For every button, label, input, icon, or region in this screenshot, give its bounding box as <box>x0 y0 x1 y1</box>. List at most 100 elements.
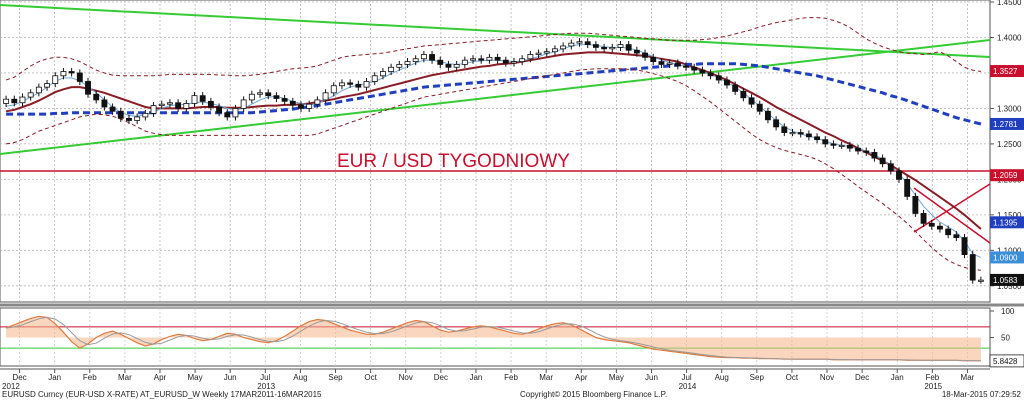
candle-body <box>429 54 436 61</box>
candle-body <box>289 100 296 106</box>
candle-body <box>650 56 657 63</box>
oscillator-value-box <box>989 354 1024 368</box>
candle-body <box>478 58 485 61</box>
candle-body <box>3 98 10 104</box>
candle-body <box>281 98 288 102</box>
candle-body <box>551 48 558 53</box>
oscillator-area <box>6 316 981 361</box>
candle-body <box>388 66 395 72</box>
candle-body <box>216 106 223 114</box>
candle-body <box>35 86 42 94</box>
candle-body <box>265 92 272 97</box>
price-tick-label: 1.4000 <box>997 33 1022 42</box>
month-label: Feb <box>925 373 939 382</box>
candle-body <box>445 64 452 68</box>
candle-body <box>945 228 952 236</box>
candle-body <box>724 79 730 86</box>
candle-body <box>273 95 280 99</box>
month-label: Aug <box>293 373 307 382</box>
candle-body <box>461 59 468 65</box>
candle-body <box>904 178 911 197</box>
candle-body <box>683 65 689 68</box>
candle-body <box>126 117 132 121</box>
price-value-box-label: 1.3527 <box>993 67 1018 76</box>
candle-body <box>502 59 509 64</box>
overlay-series-line <box>6 68 981 271</box>
month-label: Nov <box>399 373 413 382</box>
month-label: Jun <box>645 373 658 382</box>
candle-body <box>879 157 886 165</box>
price-value-box <box>990 251 1024 264</box>
month-label: Dec <box>434 373 448 382</box>
candle-body <box>969 254 976 281</box>
candle-body <box>961 237 968 255</box>
candle-layer <box>3 38 984 284</box>
price-value-box <box>990 65 1024 78</box>
month-label: Jun <box>224 373 237 382</box>
candle-body <box>44 83 50 88</box>
candle-body <box>52 75 59 84</box>
candle-body <box>814 136 821 141</box>
candle-body <box>437 59 444 65</box>
candle-body <box>76 72 83 82</box>
candle-body <box>355 83 362 88</box>
month-label: Sep <box>328 373 343 382</box>
price-value-box <box>990 169 1024 182</box>
candle-body <box>740 91 747 99</box>
candle-body <box>732 84 739 92</box>
candle-body <box>453 64 460 68</box>
price-tick-label: 1.1000 <box>997 246 1022 255</box>
month-label: Mar <box>961 373 975 382</box>
month-label: Feb <box>83 373 97 382</box>
candle-body <box>560 45 567 50</box>
candle-body <box>805 133 812 138</box>
price-value-box-label: 1.0900 <box>993 253 1018 262</box>
candle-body <box>363 81 370 88</box>
footer-center: Copyright© 2015 Bloomberg Finance L.P. <box>520 390 667 399</box>
price-tick-label: 1.0500 <box>997 282 1022 291</box>
candle-body <box>150 105 157 114</box>
candle-body <box>183 103 190 109</box>
candle-body <box>707 72 714 77</box>
candle-body <box>756 103 763 112</box>
candle-body <box>142 112 149 118</box>
year-label: 2012 <box>2 382 20 391</box>
candle-body <box>928 222 935 227</box>
candle-body <box>748 97 755 105</box>
price-tick-label: 1.2500 <box>997 140 1022 149</box>
candle-body <box>166 102 173 105</box>
candle-body <box>101 99 108 108</box>
month-label: Apr <box>154 373 167 382</box>
candle-body <box>535 52 542 55</box>
month-label: Dec <box>855 373 869 382</box>
month-label: Oct <box>364 373 377 382</box>
candle-body <box>576 41 583 44</box>
candle-body <box>27 92 34 98</box>
month-label: Jan <box>48 373 61 382</box>
candle-body <box>248 93 255 101</box>
candle-body <box>773 119 780 128</box>
price-axis: 1.45001.40001.35001.30001.25001.20001.15… <box>990 0 1022 291</box>
footer-left: EURUSD Curncy (EUR-USD X-RATE) AT_EURUSD… <box>2 390 322 399</box>
candle-body <box>592 44 599 48</box>
candle-body <box>846 144 853 149</box>
price-value-box-label: 1.0583 <box>993 276 1018 285</box>
candle-body <box>379 71 386 77</box>
year-label: 2014 <box>679 382 697 391</box>
candle-body <box>298 104 304 109</box>
candle-body <box>543 51 550 54</box>
candle-body <box>175 102 182 109</box>
candle-body <box>838 144 845 147</box>
candle-body <box>134 116 141 121</box>
year-label: 2015 <box>924 382 942 391</box>
candle-body <box>527 54 534 60</box>
oscillator-tick-label: 50 <box>1001 334 1010 343</box>
candle-body <box>191 95 198 104</box>
candle-body <box>11 98 18 104</box>
candle-body <box>330 85 337 94</box>
candle-body <box>511 61 517 64</box>
candle-body <box>85 81 91 95</box>
price-value-box <box>990 117 1024 130</box>
price-tick-label: 1.4500 <box>997 0 1022 7</box>
